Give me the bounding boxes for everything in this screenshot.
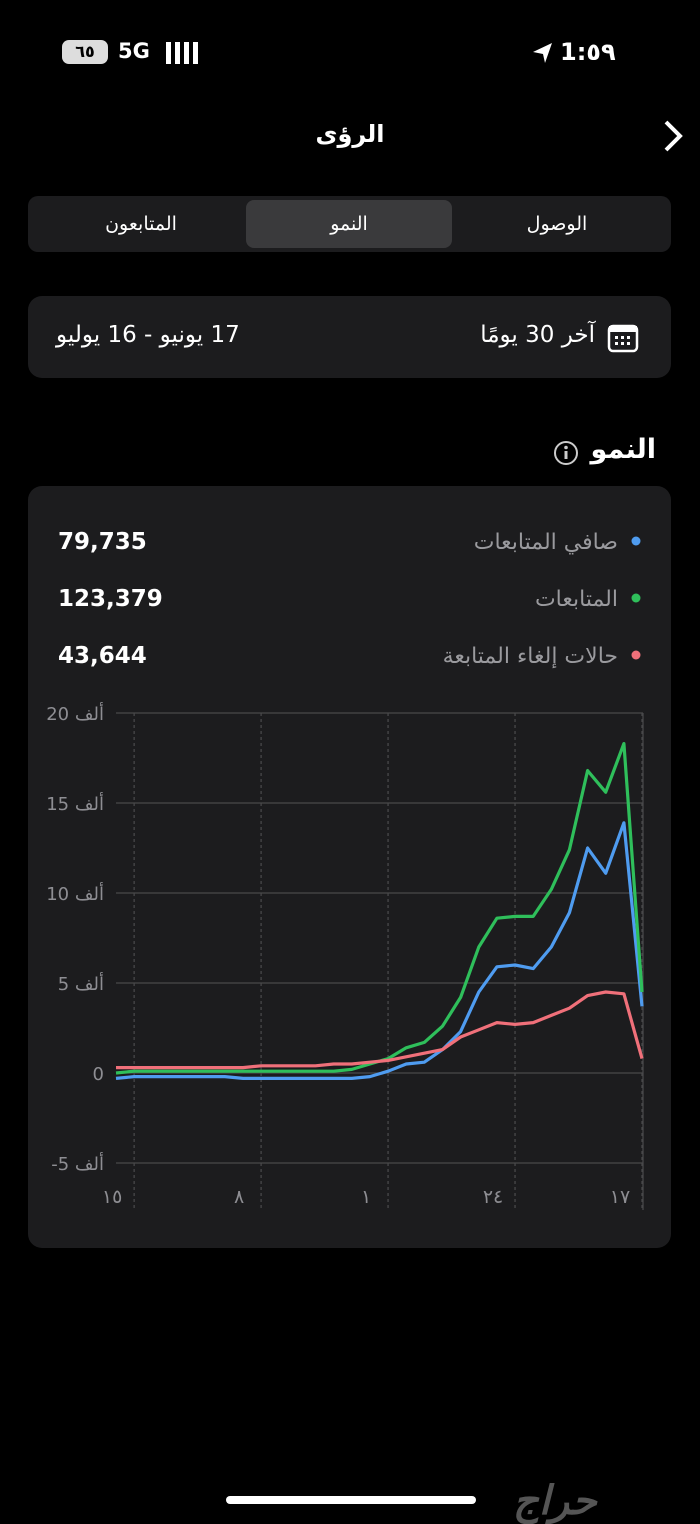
info-icon[interactable] (553, 440, 579, 466)
y-tick-label: 15 ألف (46, 792, 104, 815)
y-tick-label: 10 ألف (46, 882, 104, 905)
x-tick-label: ٢٤ (483, 1186, 503, 1208)
x-tick-label: ١ (361, 1186, 371, 1208)
x-tick-label: ١٧ (610, 1186, 630, 1208)
tab-selected[interactable]: النمو (246, 200, 452, 248)
network: 5G (118, 39, 150, 63)
legend-label: المتابعات (535, 587, 618, 612)
y-tick-label: -5 ألف (51, 1152, 104, 1175)
location-icon (533, 43, 552, 63)
time: 1:٥٩ (560, 38, 616, 66)
legend-dot (631, 536, 641, 546)
home-indicator (226, 1496, 476, 1504)
header-title: الرؤى (315, 120, 385, 148)
y-tick-label: 0 (93, 1064, 104, 1085)
legend-dot (631, 593, 641, 603)
legend-label: حالات إلغاء المتابعة (443, 644, 618, 669)
legend-total: 123,379 (58, 586, 163, 612)
range: 17 يونيو - 16 يوليو (56, 322, 240, 348)
signal (166, 42, 200, 64)
series-line (115, 742, 644, 1075)
x-tick-label: ٨ (234, 1186, 244, 1208)
tab[interactable]: المتابعون (105, 213, 177, 235)
legend-total: 79,735 (58, 529, 147, 555)
series-line (116, 990, 644, 1070)
watermark: حراج (513, 1478, 597, 1524)
battery: ٦٥ (62, 40, 108, 64)
tab-bar: الوصول النمو المتابعون (28, 196, 671, 252)
period: آخر 30 يومًا (480, 322, 595, 348)
legend-total: 43,644 (58, 643, 147, 669)
back-button[interactable] (660, 118, 686, 154)
series-line (115, 821, 644, 1080)
x-tick-label: ١٥ (102, 1186, 122, 1208)
y-tick-label: 20 ألف (46, 702, 104, 725)
chart-card (28, 486, 671, 1248)
legend-dot (631, 650, 641, 660)
tab[interactable]: الوصول (526, 213, 588, 235)
section-title: النمو (590, 434, 656, 465)
legend-label: صافي المتابعات (474, 530, 618, 555)
calendar-icon (607, 324, 639, 353)
date-picker[interactable]: آخر 30 يومًا 17 يونيو - 16 يوليو (28, 296, 671, 378)
y-tick-label: 5 ألف (58, 972, 104, 995)
